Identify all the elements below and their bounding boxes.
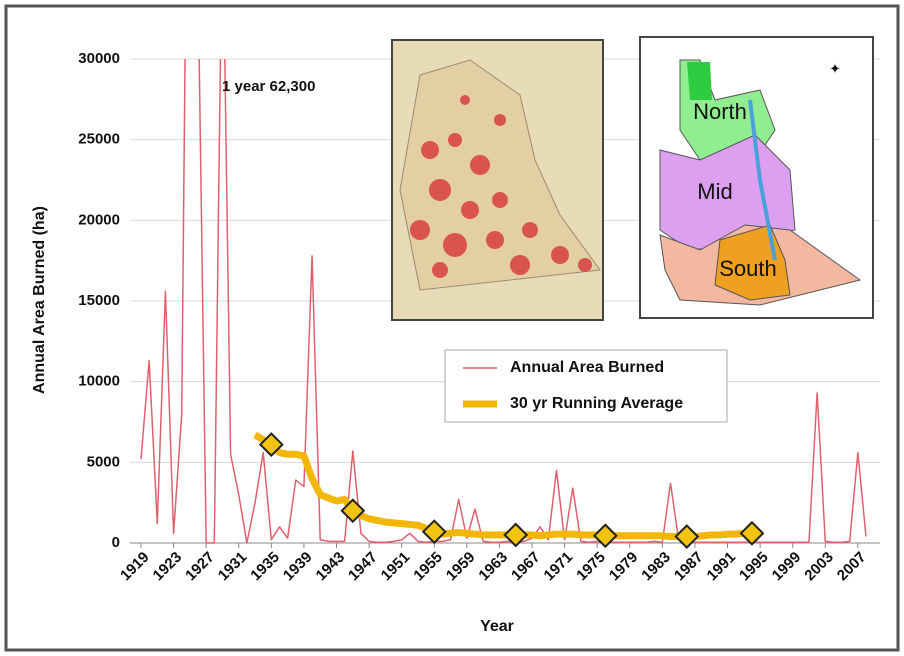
legend: Annual Area Burned 30 yr Running Average (445, 350, 727, 422)
chart: ✦ North Mid South 1 year 62,300 Annual A… (0, 0, 904, 656)
inset-map-regions: ✦ North Mid South (640, 37, 873, 318)
region-label: South (719, 256, 777, 281)
svg-text:✦: ✦ (829, 61, 841, 77)
y-tick-label: 0 (112, 534, 120, 551)
inset-map-fires (392, 40, 603, 320)
y-axis-title: Annual Area Burned (ha) (31, 206, 48, 394)
y-tick-label: 20000 (78, 211, 120, 228)
x-axis-title: Year (480, 618, 514, 635)
annotation: 1 year 62,300 (222, 78, 315, 95)
legend-label: Annual Area Burned (510, 359, 664, 376)
y-tick-label: 15000 (78, 292, 120, 309)
legend-label: 30 yr Running Average (510, 395, 683, 412)
y-tick-label: 25000 (78, 131, 120, 148)
y-tick-label: 10000 (78, 373, 120, 390)
region-label: Mid (697, 179, 732, 204)
y-tick-label: 30000 (78, 50, 120, 67)
region-label: North (693, 99, 747, 124)
y-tick-label: 5000 (87, 453, 120, 470)
